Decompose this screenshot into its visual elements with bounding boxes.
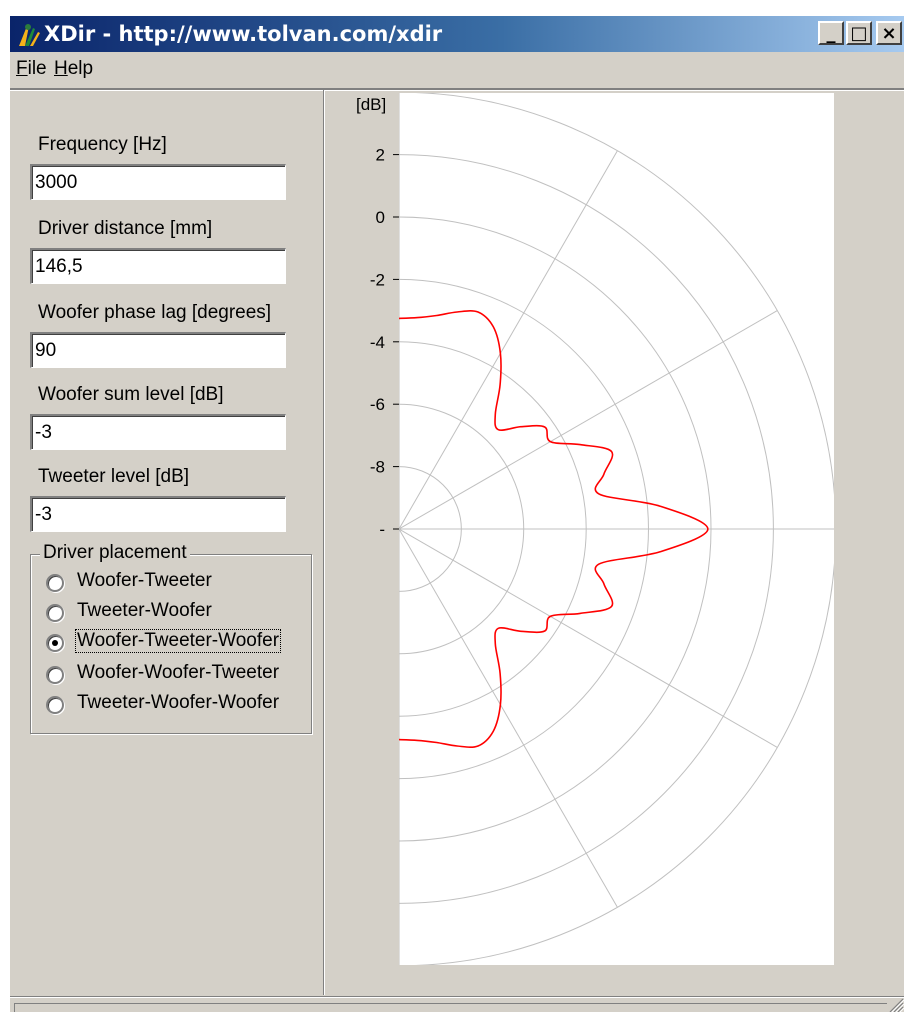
directivity-curve-0	[399, 309, 709, 749]
radio-tweeter-woofer-woofer-label[interactable]: Tweeter-Woofer-Woofer	[77, 692, 280, 713]
window-title: XDir - http://www.tolvan.com/xdir	[44, 22, 443, 46]
grid-ring-6	[414, 93, 834, 965]
woofer-sum-level-label: Woofer sum level [dB]	[38, 384, 224, 405]
radio-button-selected-icon[interactable]	[46, 634, 64, 652]
y-tick-label-1: 0	[376, 208, 385, 227]
woofer-phase-lag-label: Woofer phase lag [degrees]	[38, 302, 272, 323]
grid-spoke-30	[399, 528, 778, 748]
radio-dot-icon	[52, 640, 58, 646]
plot-area: 2 0 -2 -4 -6 -8 - [dB]	[326, 90, 904, 995]
menu-bar: File Help	[10, 54, 904, 86]
radio-button-icon[interactable]	[46, 604, 64, 622]
menu-file[interactable]: File	[16, 58, 47, 79]
tweeter-level-label: Tweeter level [dB]	[38, 466, 190, 487]
radio-woofer-woofer-tweeter-label[interactable]: Woofer-Woofer-Tweeter	[77, 662, 280, 683]
radio-button-icon[interactable]	[46, 574, 64, 592]
frequency-input[interactable]	[30, 164, 286, 200]
driver-placement-caption: Driver placement	[40, 542, 190, 564]
title-bar[interactable]: XDir - http://www.tolvan.com/xdir _ □ ×	[10, 16, 904, 52]
woofer-sum-level-input[interactable]	[30, 414, 286, 450]
client-edge	[10, 88, 904, 91]
radio-button-icon[interactable]	[46, 696, 64, 714]
radio-woofer-tweeter-label[interactable]: Woofer-Tweeter	[77, 570, 212, 591]
y-tick-label-0: 2	[376, 146, 385, 165]
y-tick-label-6: -	[379, 520, 385, 539]
grid-spoke--60	[399, 150, 618, 530]
menu-help[interactable]: Help	[54, 58, 94, 79]
driver-distance-label: Driver distance [mm]	[38, 218, 213, 239]
driver-distance-input[interactable]	[30, 248, 286, 284]
woofer-phase-lag-input[interactable]	[30, 332, 286, 368]
minimize-button[interactable]: _	[818, 21, 844, 45]
radio-button-icon[interactable]	[46, 666, 64, 684]
y-tick-label-5: -8	[370, 458, 385, 477]
y-axis-label: [dB]	[356, 95, 386, 114]
status-bar	[10, 996, 904, 1012]
y-tick-label-4: -6	[370, 395, 385, 414]
parameters-panel: Frequency [Hz] Driver distance [mm] Woof…	[10, 90, 324, 995]
radio-tweeter-woofer-label[interactable]: Tweeter-Woofer	[77, 600, 212, 621]
app-logo-icon	[19, 24, 40, 46]
grid-spoke-60	[399, 528, 618, 908]
close-button[interactable]: ×	[876, 21, 902, 45]
y-tick-label-3: -4	[370, 333, 385, 352]
status-panel	[14, 1003, 887, 1012]
grid-spoke--30	[399, 310, 778, 530]
polar-directivity-chart: 2 0 -2 -4 -6 -8 - [dB]	[356, 93, 834, 965]
resize-grip-icon[interactable]	[888, 997, 904, 1012]
y-tick-label-2: -2	[370, 270, 385, 289]
maximize-button[interactable]: □	[846, 21, 872, 45]
tweeter-level-input[interactable]	[30, 496, 286, 532]
frequency-label: Frequency [Hz]	[38, 134, 167, 155]
radio-woofer-tweeter-woofer-label[interactable]: Woofer-Tweeter-Woofer	[74, 629, 282, 653]
app-window: XDir - http://www.tolvan.com/xdir _ □ × …	[10, 16, 904, 1012]
